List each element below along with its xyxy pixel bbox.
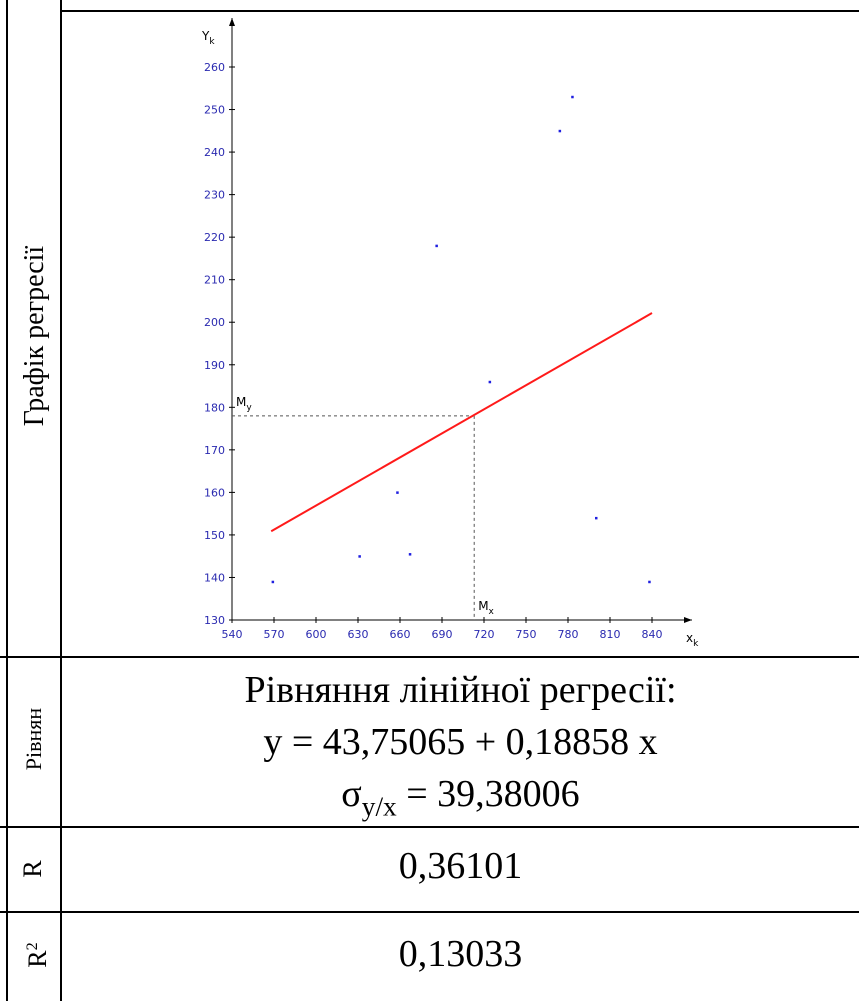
mean-x-label: Mx xyxy=(478,599,494,617)
mean-x-label-subscript: x xyxy=(489,607,495,617)
sigma-line: σy/x = 39,38006 xyxy=(62,770,859,831)
r2-label-superscript: 2 xyxy=(24,942,41,951)
row-divider xyxy=(0,911,859,913)
y-tick-label: 200 xyxy=(204,316,225,329)
x-axis-label: xk xyxy=(686,631,699,649)
data-point xyxy=(396,491,399,494)
data-point xyxy=(488,380,492,384)
row-label-equation: Рівнян xyxy=(21,707,46,771)
y-tick-label: 250 xyxy=(204,104,225,117)
left-border xyxy=(6,0,8,1001)
x-tick-label: 630 xyxy=(348,628,369,641)
y-tick-label: 260 xyxy=(204,61,225,74)
sigma-value: = 39,38006 xyxy=(396,773,580,815)
data-point xyxy=(358,555,361,558)
x-axis-arrow xyxy=(684,617,692,623)
regression-equation: y = 43,75065 + 0,18858 x xyxy=(263,721,658,763)
x-tick-label: 720 xyxy=(474,628,495,641)
y-tick-label: 240 xyxy=(204,146,225,159)
data-point xyxy=(648,580,651,584)
y-tick-label: 170 xyxy=(204,444,225,457)
x-tick-label: 810 xyxy=(600,628,621,641)
y-tick-label: 230 xyxy=(204,189,225,202)
mean-y-label-subscript: y xyxy=(246,403,252,413)
x-tick-label: 780 xyxy=(558,628,579,641)
y-axis-label-subscript: k xyxy=(209,37,215,47)
data-point xyxy=(408,553,412,556)
row-label-r2: R2 xyxy=(16,930,52,980)
y-tick-label: 220 xyxy=(204,231,225,244)
data-point xyxy=(558,129,562,133)
row-divider xyxy=(0,826,859,828)
x-tick-label: 570 xyxy=(264,628,285,641)
data-point xyxy=(435,244,438,248)
x-tick-label: 690 xyxy=(432,628,453,641)
y-tick-label: 190 xyxy=(204,359,225,372)
y-tick-label: 210 xyxy=(204,274,225,287)
y-axis-label: Yk xyxy=(201,29,215,47)
y-tick-label: 140 xyxy=(204,571,225,584)
y-tick-label: 130 xyxy=(204,614,225,627)
sigma-subscript: y/x xyxy=(361,791,397,822)
x-tick-label: 540 xyxy=(222,628,243,641)
mean-y-label: My xyxy=(236,395,252,413)
x-axis-label-subscript: k xyxy=(693,639,699,649)
data-point xyxy=(271,580,275,584)
data-point xyxy=(571,95,574,99)
x-tick-label: 750 xyxy=(516,628,537,641)
y-tick-label: 160 xyxy=(204,486,225,499)
y-tick-label: 180 xyxy=(204,401,225,414)
x-tick-label: 840 xyxy=(642,628,663,641)
row-divider xyxy=(0,656,859,658)
regression-scatter-chart: 540 570 600 630 660 690 720 750 780 810 840 130 140 1… xyxy=(201,18,699,649)
regression-line xyxy=(270,312,653,533)
equation-title: Рівняння лінійної регресії: xyxy=(244,669,677,711)
sigma-symbol: σ xyxy=(341,773,362,815)
r2-value: 0,13033 xyxy=(398,933,523,975)
top-border xyxy=(60,10,859,12)
x-tick-label: 660 xyxy=(390,628,411,641)
y-axis-arrow xyxy=(229,18,235,26)
y-tick-label: 150 xyxy=(204,529,225,542)
row-label-r: R xyxy=(18,860,47,878)
data-point xyxy=(595,516,598,520)
column-divider xyxy=(60,0,62,1001)
r-value: 0,36101 xyxy=(398,845,523,887)
x-tick-label: 600 xyxy=(306,628,327,641)
r2-label-base: R xyxy=(22,950,52,968)
